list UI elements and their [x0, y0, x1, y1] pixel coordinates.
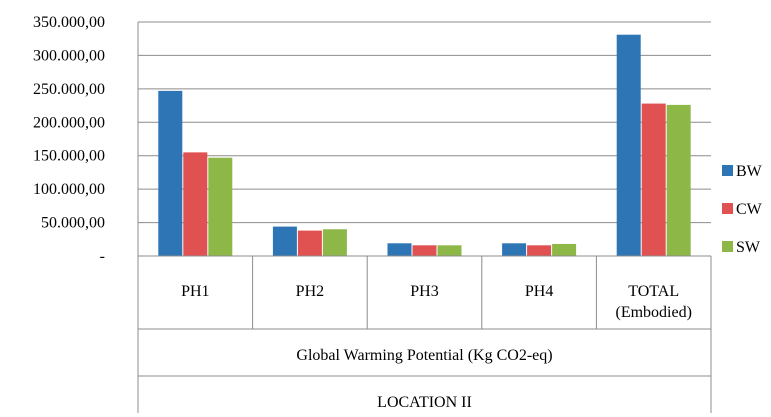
x-tick-label: PH2	[296, 283, 324, 300]
y-tick-label: 250.000,00	[33, 81, 105, 98]
bar-bw-4	[616, 34, 641, 257]
bars	[158, 34, 691, 257]
bar-sw-1	[322, 229, 347, 256]
x-tick-label: PH4	[525, 283, 553, 300]
x-tick-label: PH1	[181, 283, 209, 300]
bar-bw-1	[272, 226, 297, 256]
bar-cw-3	[527, 245, 552, 256]
y-tick-label: 200.000,00	[33, 114, 105, 131]
legend-swatch-cw	[722, 203, 733, 214]
y-tick-label: 350.000,00	[33, 14, 105, 31]
x-tick-label: PH3	[410, 283, 438, 300]
bar-sw-0	[208, 157, 233, 256]
y-tick-label: 300.000,00	[33, 47, 105, 64]
bar-bw-2	[387, 243, 412, 256]
location-label: LOCATION II	[377, 394, 472, 411]
gridlines	[138, 21, 711, 257]
x-tick-label: TOTAL	[628, 283, 679, 300]
legend-swatch-sw	[722, 241, 733, 252]
category-labels: PH1 PH2 PH3 PH4 TOTAL (Embodied)	[181, 283, 692, 321]
legend-label-bw: BW	[736, 163, 763, 180]
legend-label-cw: CW	[736, 201, 763, 218]
legend-label-sw: SW	[736, 239, 761, 256]
y-tick-label: -	[100, 248, 105, 265]
x-tick-label: (Embodied)	[615, 304, 691, 321]
y-tick-label: 150.000,00	[33, 148, 105, 165]
bar-cw-0	[183, 152, 208, 256]
bar-sw-3	[552, 243, 577, 256]
bar-cw-4	[641, 103, 666, 257]
x-axis-group-label: Global Warming Potential (Kg CO2-eq)	[296, 347, 552, 364]
bar-cw-2	[412, 245, 437, 256]
group-labels: Global Warming Potential (Kg CO2-eq) LOCA…	[296, 347, 552, 411]
bar-cw-1	[297, 230, 322, 256]
y-tick-labels: 350.000,00 300.000,00 250.000,00 200.000,00…	[33, 14, 105, 265]
legend-swatch-bw	[722, 165, 733, 176]
bar-bw-0	[158, 90, 183, 256]
bar-bw-3	[502, 243, 527, 256]
y-tick-label: 50.000,00	[41, 215, 105, 232]
legend: BW CW SW	[722, 163, 763, 256]
bar-sw-2	[437, 245, 462, 256]
y-tick-label: 100.000,00	[33, 181, 105, 198]
bar-sw-4	[666, 104, 691, 256]
axes	[137, 22, 712, 413]
